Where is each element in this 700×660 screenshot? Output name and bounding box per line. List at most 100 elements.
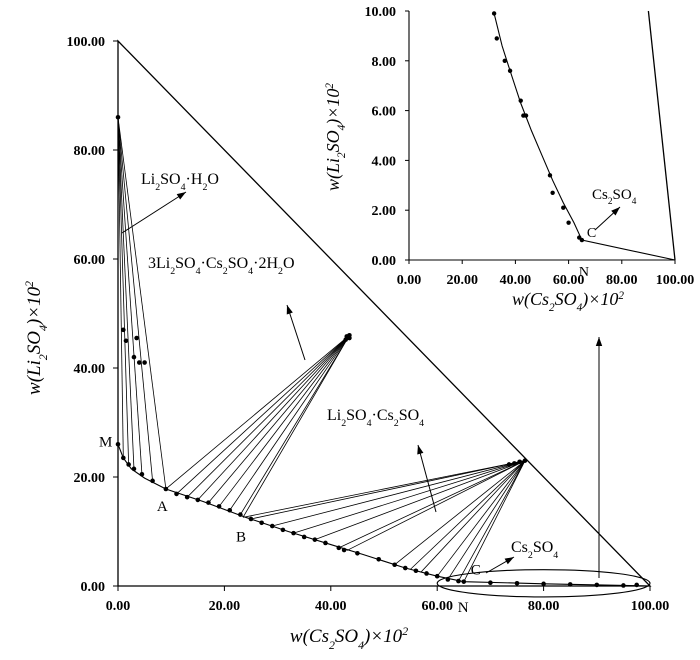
inset-data-point bbox=[561, 205, 566, 210]
inset-x-axis-title: w(Cs2SO4)×102 bbox=[512, 289, 624, 314]
data-point-0 bbox=[434, 573, 440, 579]
point-label: B bbox=[236, 529, 246, 545]
tie-line-2 bbox=[447, 460, 526, 580]
data-point-0 bbox=[115, 442, 121, 447]
annotation-li2so4-cs2so4-label: Li2SO4·Cs2SO4 bbox=[327, 407, 424, 429]
data-point-0 bbox=[131, 466, 137, 472]
inset-y-axis-title: w(Li2SO4)×102 bbox=[323, 83, 348, 191]
tie-line-2 bbox=[250, 460, 526, 520]
annotation-li2so4-h2o-arrow bbox=[121, 191, 187, 234]
data-point-0 bbox=[291, 530, 296, 536]
data-point-0 bbox=[355, 551, 360, 556]
inset-data-point bbox=[550, 190, 555, 195]
data-point-0 bbox=[227, 507, 233, 513]
data-point-1 bbox=[121, 327, 126, 333]
data-point-0 bbox=[312, 537, 318, 542]
x-tick-label: 40.00 bbox=[315, 599, 347, 614]
annotation-li2so4-h2o-arrow-head bbox=[176, 192, 186, 200]
inset-data-point bbox=[491, 11, 497, 16]
annotation-li2so4-cs2so4-arrow bbox=[417, 444, 437, 513]
data-point-1 bbox=[131, 354, 137, 360]
data-point-0 bbox=[456, 578, 461, 584]
inset-y-tick-label: 8.00 bbox=[372, 55, 397, 70]
inset-annotation-cs2so4-arrow-head bbox=[611, 207, 620, 216]
data-point-0 bbox=[238, 512, 243, 517]
annotation-3li2so4-cs2so4-2h2o-arrow-head bbox=[286, 305, 293, 315]
point-label: C bbox=[471, 563, 481, 579]
data-point-0 bbox=[402, 565, 408, 571]
data-point-0 bbox=[301, 534, 307, 540]
data-point-0 bbox=[392, 562, 397, 568]
annotation-cs2so4-label: Cs2SO4 bbox=[511, 539, 558, 561]
point-label: M bbox=[99, 434, 112, 450]
inset-x-tick-label: 20.00 bbox=[446, 273, 478, 288]
point-label: N bbox=[458, 600, 469, 616]
tie-line-1 bbox=[165, 334, 350, 490]
inset-data-point bbox=[566, 220, 571, 225]
zoom-arrow-head bbox=[595, 337, 603, 346]
inset-x-tick-label: 80.00 bbox=[606, 273, 638, 288]
data-point-2 bbox=[343, 337, 348, 342]
tie-line-2 bbox=[346, 460, 526, 551]
data-point-0 bbox=[424, 571, 429, 576]
data-point-0 bbox=[206, 500, 211, 505]
inset-y-tick-label: 4.00 bbox=[372, 154, 397, 169]
y-tick-label: 80.00 bbox=[74, 144, 106, 159]
data-point-0 bbox=[248, 516, 254, 522]
data-point-3 bbox=[522, 458, 528, 463]
data-point-0 bbox=[150, 478, 155, 484]
data-point-0 bbox=[488, 580, 493, 586]
inset-y-tick-label: 2.00 bbox=[372, 204, 397, 219]
inset-data-point bbox=[547, 173, 553, 178]
data-point-0 bbox=[269, 523, 275, 529]
tie-line-2 bbox=[463, 460, 526, 582]
data-point-0 bbox=[541, 581, 546, 587]
tie-line-0 bbox=[117, 117, 124, 458]
annotation-li2so4-h2o-label: Li2SO4·H2O bbox=[141, 171, 219, 193]
data-point-0 bbox=[445, 577, 451, 582]
tie-line-0 bbox=[117, 117, 135, 469]
inset-y-tick-label: 10.00 bbox=[365, 5, 397, 20]
tie-line-2 bbox=[338, 460, 526, 549]
data-point-0 bbox=[184, 494, 190, 500]
inset-point-label: N bbox=[579, 265, 589, 280]
data-point-0 bbox=[174, 491, 179, 497]
x-tick-label: 60.00 bbox=[421, 599, 453, 614]
tie-line-2 bbox=[272, 460, 526, 527]
data-point-0 bbox=[195, 497, 201, 503]
annotation-li2so4-cs2so4-arrow-head bbox=[417, 445, 424, 455]
inset-x-tick-label: 60.00 bbox=[553, 273, 585, 288]
data-point-0 bbox=[567, 582, 573, 587]
x-tick-label: 0.00 bbox=[106, 599, 131, 614]
inset-point-label: C bbox=[587, 226, 596, 241]
data-point-1 bbox=[142, 360, 147, 365]
inset-data-point bbox=[502, 58, 507, 63]
data-point-1 bbox=[136, 360, 142, 365]
data-point-0 bbox=[376, 556, 381, 562]
data-point-1 bbox=[123, 338, 129, 344]
tie-line-2 bbox=[436, 460, 526, 577]
x-axis-title: w(Cs2SO4)×102 bbox=[290, 624, 408, 652]
data-point-0 bbox=[121, 455, 126, 461]
inset-data-point bbox=[523, 113, 529, 118]
tie-line-1 bbox=[197, 335, 350, 501]
solubility-curve bbox=[117, 444, 651, 587]
tie-line-2 bbox=[293, 460, 526, 534]
y-tick-label: 20.00 bbox=[74, 471, 106, 486]
inset-x-tick-label: 40.00 bbox=[500, 273, 532, 288]
data-point-0 bbox=[461, 579, 467, 584]
data-point-0 bbox=[594, 582, 600, 588]
data-point-4 bbox=[634, 582, 639, 588]
tie-line-1 bbox=[186, 335, 350, 498]
inset-y-tick-label: 0.00 bbox=[372, 254, 397, 269]
inset-x-tick-label: 0.00 bbox=[397, 273, 422, 288]
data-point-0 bbox=[413, 568, 419, 574]
x-tick-label: 20.00 bbox=[209, 599, 241, 614]
tie-line-1 bbox=[242, 335, 350, 518]
x-tick-label: 80.00 bbox=[528, 599, 560, 614]
data-point-1 bbox=[134, 335, 139, 341]
data-point-3 bbox=[517, 459, 522, 465]
tie-line-1 bbox=[218, 335, 350, 507]
data-point-0 bbox=[280, 527, 286, 533]
